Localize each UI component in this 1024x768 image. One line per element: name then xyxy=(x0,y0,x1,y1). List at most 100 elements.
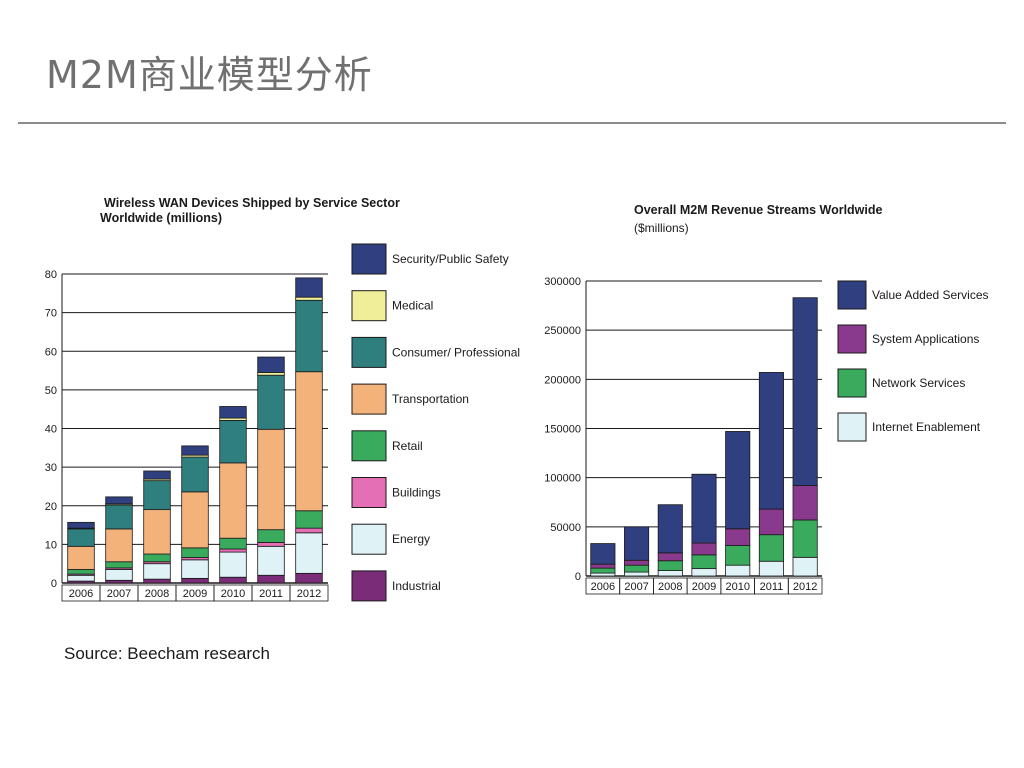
legend-label-internet-enablement: Internet Enablement xyxy=(872,420,981,434)
bar-segment-energy-2010 xyxy=(219,551,247,578)
revenue-chart: 0 50000 100000 150000 200000 250000 300000 2006… xyxy=(544,276,989,595)
bar-segment-retail-2009 xyxy=(181,547,209,558)
bar-segment-consumer-professional-2008 xyxy=(143,480,171,511)
bar-segment-transportation-2007 xyxy=(105,528,133,563)
x-tick-label-2008: 2008 xyxy=(145,588,169,600)
legend-swatch-transportation xyxy=(351,383,387,415)
bar-segment-energy-2007 xyxy=(105,569,133,581)
bar-segment-transportation-2011 xyxy=(257,428,285,531)
devices-chart-title: Wireless WAN Devices Shipped by Service … xyxy=(100,196,400,226)
bar-segment-internet-enablement-2009 xyxy=(691,568,717,577)
bar-segment-system-applications-2007 xyxy=(624,559,650,566)
revenue-chart-title: Overall M2M Revenue Streams Worldwide xyxy=(634,203,883,217)
bar-segment-retail-2011 xyxy=(257,529,285,543)
bar-segment-consumer-professional-2007 xyxy=(105,504,133,530)
bar-segment-buildings-2011 xyxy=(257,542,285,547)
bar-segment-security-public-safety-2011 xyxy=(257,356,285,373)
legend-swatch-medical xyxy=(351,290,387,322)
y-tick-label: 0 xyxy=(575,571,581,583)
bar-segment-system-applications-2008 xyxy=(657,552,683,562)
legend-swatch-network-services xyxy=(837,368,867,398)
bar-segment-security-public-safety-2010 xyxy=(219,406,247,419)
x-tick-label-2011: 2011 xyxy=(259,588,283,600)
bar-segment-industrial-2011 xyxy=(257,574,285,584)
bar-segment-transportation-2012 xyxy=(295,371,323,512)
bar-segment-network-services-2008 xyxy=(657,560,683,571)
y-tick-label: 300000 xyxy=(544,276,581,288)
bar-segment-value-added-services-2011 xyxy=(758,372,784,510)
bar-segment-network-services-2011 xyxy=(758,534,784,562)
devices-chart-title-line-2: Worldwide (millions) xyxy=(100,211,222,225)
bar-segment-network-services-2010 xyxy=(725,545,751,566)
legend-label-industrial: Industrial xyxy=(392,579,441,593)
bar-segment-transportation-2006 xyxy=(67,545,95,570)
revenue-chart-subtitle: ($millions) xyxy=(634,221,689,235)
y-tick-label: 250000 xyxy=(544,325,581,337)
bar-segment-network-services-2009 xyxy=(691,554,717,570)
devices-chart: 0 10 20 30 40 50 60 70 80 2006 2007 2008 2009 2010 201… xyxy=(45,243,520,602)
y-tick-label: 50 xyxy=(45,385,57,397)
y-tick-label: 40 xyxy=(45,424,57,436)
y-tick-label: 30 xyxy=(45,462,57,474)
x-tick-label-2007: 2007 xyxy=(107,588,131,600)
legend-label-energy: Energy xyxy=(392,532,430,546)
bar-segment-industrial-2007 xyxy=(105,579,133,584)
slide-title: M2M商业模型分析 xyxy=(46,53,373,97)
legend-label-system-applications: System Applications xyxy=(872,332,979,346)
devices-chart-panel: Wireless WAN Devices Shipped by Service … xyxy=(30,190,530,610)
bar-segment-value-added-services-2007 xyxy=(624,526,650,561)
bar-segment-security-public-safety-2006 xyxy=(67,521,95,529)
bar-segment-security-public-safety-2009 xyxy=(181,445,209,456)
legend-label-transportation: Transportation xyxy=(392,392,469,406)
bar-segment-consumer-professional-2009 xyxy=(181,456,209,493)
legend-swatch-consumer-professional xyxy=(351,336,387,368)
bar-segment-consumer-professional-2010 xyxy=(219,419,247,464)
bar-segment-industrial-2009 xyxy=(181,577,209,584)
bar-segment-internet-enablement-2010 xyxy=(725,564,751,577)
x-tick-label-2010: 2010 xyxy=(725,581,749,593)
legend-swatch-system-applications xyxy=(837,324,867,354)
legend-swatch-security-public-safety xyxy=(351,243,387,275)
bar-segment-transportation-2009 xyxy=(181,491,209,549)
devices-chart-title-line-1: Wireless WAN Devices Shipped by Service … xyxy=(104,196,400,210)
bar-segment-industrial-2008 xyxy=(143,578,171,584)
legend-label-network-services: Network Services xyxy=(872,376,965,390)
bar-segment-security-public-safety-2008 xyxy=(143,470,171,480)
y-tick-label: 80 xyxy=(45,269,57,281)
bar-segment-internet-enablement-2007 xyxy=(624,571,650,577)
bar-segment-network-services-2012 xyxy=(792,519,818,558)
y-tick-label: 20 xyxy=(45,501,57,513)
bar-segment-energy-2009 xyxy=(181,559,209,579)
bar-segment-retail-2007 xyxy=(105,561,133,569)
bar-segment-consumer-professional-2011 xyxy=(257,374,285,430)
bar-segment-value-added-services-2010 xyxy=(725,431,751,530)
bar-segment-system-applications-2010 xyxy=(725,528,751,546)
x-tick-label-2012: 2012 xyxy=(793,581,817,593)
bar-segment-retail-2006 xyxy=(67,569,95,575)
source-note: Source: Beecham research xyxy=(64,644,270,663)
x-tick-label-2007: 2007 xyxy=(624,581,648,593)
bar-segment-transportation-2010 xyxy=(219,462,247,539)
legend-label-retail: Retail xyxy=(392,439,423,453)
x-tick-box xyxy=(787,577,823,595)
y-tick-label: 10 xyxy=(45,539,57,551)
y-tick-label: 150000 xyxy=(544,424,581,436)
y-tick-label: 50000 xyxy=(550,522,581,534)
bar-segment-value-added-services-2006 xyxy=(590,543,616,565)
bar-segment-internet-enablement-2006 xyxy=(590,572,616,577)
bar-segment-internet-enablement-2011 xyxy=(758,560,784,577)
legend-label-consumer-professional: Consumer/ Professional xyxy=(392,345,520,359)
y-tick-label: 0 xyxy=(51,578,57,590)
y-tick-label: 200000 xyxy=(544,374,581,386)
x-tick-label-2010: 2010 xyxy=(221,588,245,600)
bar-segment-value-added-services-2009 xyxy=(691,473,717,544)
y-tick-label: 70 xyxy=(45,308,57,320)
legend-label-buildings: Buildings xyxy=(392,486,441,500)
bar-segment-energy-2012 xyxy=(295,532,323,574)
legend-swatch-value-added-services xyxy=(837,280,867,310)
bar-segment-industrial-2012 xyxy=(295,572,323,584)
y-tick-label: 60 xyxy=(45,346,57,358)
revenue-chart-panel: Overall M2M Revenue Streams Worldwide ($… xyxy=(540,195,1000,615)
bar-segment-transportation-2008 xyxy=(143,509,171,555)
bar-segment-network-services-2007 xyxy=(624,564,650,573)
